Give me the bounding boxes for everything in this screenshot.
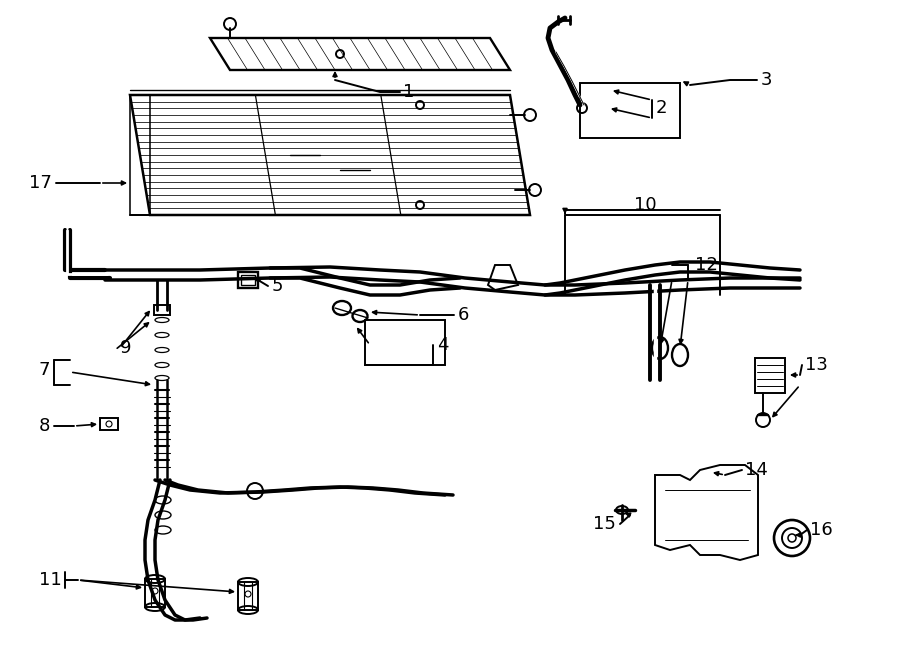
Text: 11: 11 <box>40 571 62 589</box>
Text: 2: 2 <box>656 99 668 117</box>
Text: 3: 3 <box>761 71 772 89</box>
Text: 1: 1 <box>403 83 414 101</box>
Text: 5: 5 <box>272 277 284 295</box>
Text: 14: 14 <box>745 461 768 479</box>
Bar <box>100 418 118 430</box>
Bar <box>238 272 258 288</box>
Text: 6: 6 <box>458 306 470 324</box>
Bar <box>145 579 165 607</box>
Bar <box>755 358 785 393</box>
Text: 9: 9 <box>120 339 131 357</box>
Text: 7: 7 <box>39 361 50 379</box>
Text: 13: 13 <box>805 356 828 374</box>
Text: 4: 4 <box>437 336 448 354</box>
Bar <box>241 275 255 285</box>
Text: 8: 8 <box>39 417 50 435</box>
Bar <box>365 320 445 365</box>
Text: 12: 12 <box>695 256 718 274</box>
Bar <box>154 305 170 315</box>
Bar <box>580 83 680 138</box>
Bar <box>238 582 258 610</box>
Text: 15: 15 <box>593 515 616 533</box>
Text: 17: 17 <box>29 174 52 192</box>
Text: 10: 10 <box>634 196 656 214</box>
Text: 16: 16 <box>810 521 832 539</box>
